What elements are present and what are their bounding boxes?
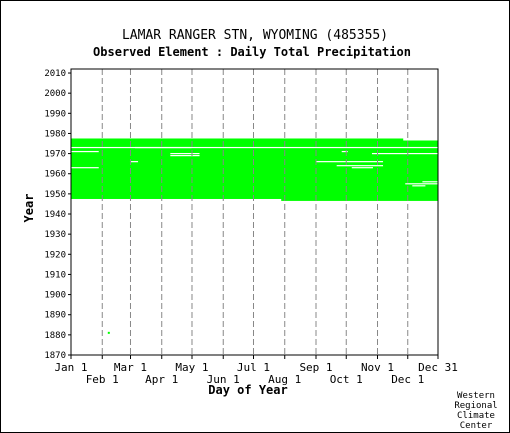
x-tick-label-lower: Apr 1 <box>145 373 178 386</box>
y-tick-label: 1880 <box>44 331 66 341</box>
missing-gap <box>129 161 139 163</box>
x-tick-label-lower: Feb 1 <box>86 373 119 386</box>
x-tick-label-upper: Mar 1 <box>114 361 147 374</box>
credit-line-1: Western <box>457 391 495 401</box>
x-tick-label-lower: Oct 1 <box>330 373 363 386</box>
x-tick-label-upper: Jul 1 <box>237 361 270 374</box>
y-tick-label: 1910 <box>44 270 66 280</box>
credit-line-4: Center <box>460 421 493 431</box>
x-tick-label-lower: Dec 1 <box>391 373 424 386</box>
y-tick-label: 1940 <box>44 210 66 220</box>
missing-gap <box>135 146 192 149</box>
observed-block <box>281 196 439 201</box>
y-tick-label: 2000 <box>44 89 66 99</box>
x-tick-label-upper: Jan 1 <box>54 361 87 374</box>
x-tick-label-upper: May 1 <box>175 361 208 374</box>
y-tick-label: 1980 <box>44 129 66 139</box>
x-tick-label-upper: Dec 31 <box>418 361 458 374</box>
missing-gap <box>341 150 348 153</box>
missing-gap <box>351 167 373 169</box>
missing-gap <box>70 150 99 153</box>
missing-gap <box>170 155 200 157</box>
plot-border <box>70 68 439 356</box>
missing-gap <box>405 183 439 185</box>
y-tick-label: 1990 <box>44 109 66 119</box>
chart-title: LAMAR RANGER STN, WYOMING (485355) <box>122 28 388 43</box>
chart-subtitle: Observed Element : Daily Total Precipita… <box>93 45 411 59</box>
y-tick-label: 1970 <box>44 150 66 160</box>
y-tick-label: 1930 <box>44 230 66 240</box>
x-tick-label-lower: Jun 1 <box>207 373 240 386</box>
y-tick-label: 1920 <box>44 250 66 260</box>
x-tick-label-lower: Aug 1 <box>268 373 301 386</box>
y-tick-label: 1960 <box>44 170 66 180</box>
missing-gap <box>422 181 439 183</box>
y-tick-label: 1900 <box>44 291 66 301</box>
missing-gap <box>70 167 99 169</box>
observed-block <box>107 331 110 334</box>
plot-background <box>71 69 438 355</box>
missing-gap <box>170 152 200 155</box>
y-tick-label: 1870 <box>44 351 66 361</box>
missing-gap <box>412 185 426 187</box>
y-tick-label: 1890 <box>44 311 66 321</box>
credit-line-2: Regional <box>454 401 497 411</box>
credit-line-3: Climate <box>457 411 495 421</box>
missing-gap <box>371 152 439 155</box>
missing-gap <box>70 146 439 149</box>
missing-gap <box>336 165 384 167</box>
x-tick-label-upper: Nov 1 <box>361 361 394 374</box>
y-tick-label: 2010 <box>44 69 66 79</box>
plot-area: 2010 2000 1990 1980 1970 1960 1950 1940 1930 1920… <box>44 68 458 386</box>
observed-block <box>70 138 404 199</box>
credit-block: Western Regional Climate Center <box>454 391 497 431</box>
missing-gap <box>316 161 384 163</box>
y-tick-label: 1950 <box>44 190 66 200</box>
x-tick-label-upper: Sep 1 <box>299 361 332 374</box>
x-axis-label: Day of Year <box>208 383 287 397</box>
y-axis-label: Year <box>22 194 36 223</box>
